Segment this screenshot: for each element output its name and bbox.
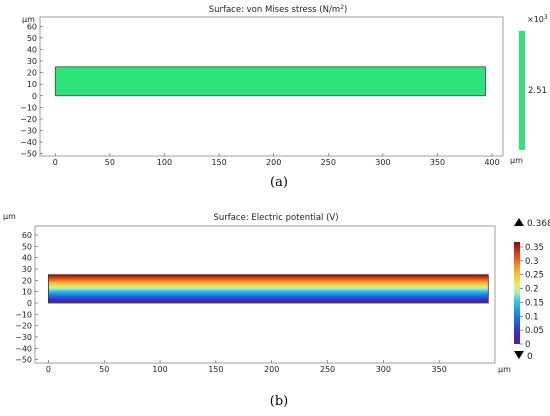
colorbar-tick-label: 0.25 <box>525 271 544 281</box>
colorbar-tick-label: 0.1 <box>525 312 539 322</box>
y-tick-label: 40 <box>27 45 37 54</box>
panel-b-colorbar-ticks: 0.35 0.3 0.25 0.2 0.15 0.1 0.05 0 <box>520 243 544 350</box>
panel-a: Surface: von Mises stress (N/m2) µm µm −… <box>20 4 548 190</box>
panel-a-x-unit: µm <box>510 156 523 165</box>
y-tick-label: 50 <box>22 242 32 251</box>
panel-b-max-arrow-icon <box>514 218 524 226</box>
x-tick-label: 300 <box>375 158 390 167</box>
x-tick-label: 250 <box>320 365 335 374</box>
panel-a-plot-frame <box>39 16 504 157</box>
y-tick-label: 20 <box>22 276 32 285</box>
colorbar-tick-label: 0.2 <box>525 285 539 295</box>
panel-b-x-unit: µm <box>498 365 511 374</box>
y-tick-label: −40 <box>20 138 37 147</box>
panel-a-stress-domain <box>54 66 486 97</box>
panel-b-potential-domain <box>47 274 489 304</box>
y-tick-label: −10 <box>20 103 37 112</box>
panel-b: Surface: Electric potential (V) µm µm −5… <box>3 212 550 409</box>
x-tick-label: 50 <box>105 158 115 167</box>
panel-b-y-unit: µm <box>3 212 16 221</box>
y-tick-label: 10 <box>27 80 37 89</box>
x-tick-label: 100 <box>152 365 167 374</box>
y-tick-label: 40 <box>22 254 32 263</box>
panel-b-x-ticks: 0 50 100 150 200 250 300 350 <box>46 360 447 374</box>
x-tick-label: 350 <box>430 158 445 167</box>
y-tick-label: −10 <box>15 310 32 319</box>
x-tick-label: 250 <box>321 158 336 167</box>
y-tick-label: −20 <box>15 322 32 331</box>
x-tick-label: 100 <box>157 158 172 167</box>
y-tick-label: −50 <box>20 150 37 159</box>
y-tick-label: 60 <box>22 231 32 240</box>
colorbar-tick-label: 0.15 <box>525 298 544 308</box>
colorbar-tick-label: 0.35 <box>525 243 544 253</box>
panel-b-colorbar-min: 0 <box>527 352 533 362</box>
x-tick-label: 200 <box>266 158 281 167</box>
x-tick-label: 150 <box>208 365 223 374</box>
y-tick-label: 10 <box>22 288 32 297</box>
panel-b-plot-frame <box>34 225 496 364</box>
y-tick-label: 0 <box>27 299 32 308</box>
panel-b-title: Surface: Electric potential (V) <box>213 213 338 223</box>
x-tick-label: 0 <box>46 365 51 374</box>
panel-b-caption: (b) <box>270 394 288 409</box>
panel-a-y-unit: µm <box>22 15 35 24</box>
y-tick-label: −20 <box>20 115 37 124</box>
y-tick-label: 20 <box>27 69 37 78</box>
x-tick-label: 400 <box>484 158 499 167</box>
y-tick-label: 30 <box>27 57 37 66</box>
panel-a-y-ticks: −50 −40 −30 −20 −10 0 10 20 30 40 50 60 <box>20 22 43 159</box>
panel-a-caption: (a) <box>270 175 288 190</box>
panel-b-colorbar <box>514 242 520 344</box>
panel-b-colorbar-max: 0.368 <box>527 219 550 229</box>
x-tick-label: 150 <box>211 158 226 167</box>
x-tick-label: 0 <box>53 158 58 167</box>
panel-b-min-arrow-icon <box>514 351 524 359</box>
panel-a-colorbar <box>519 31 525 150</box>
y-tick-label: −50 <box>15 356 32 365</box>
x-tick-label: 300 <box>376 365 391 374</box>
panel-a-colorbar-value: 2.51 <box>528 86 547 96</box>
colorbar-tick-label: 0.3 <box>525 257 539 267</box>
y-tick-label: −40 <box>15 344 32 353</box>
y-tick-label: 50 <box>27 34 37 43</box>
y-tick-label: 30 <box>22 265 32 274</box>
colorbar-tick-label: 0 <box>525 340 530 350</box>
y-tick-label: −30 <box>20 127 37 136</box>
panel-a-title: Surface: von Mises stress (N/m2) <box>209 4 348 15</box>
panel-a-x-ticks: 0 50 100 150 200 250 300 350 400 <box>53 153 500 167</box>
y-tick-label: 0 <box>32 92 37 101</box>
x-tick-label: 50 <box>99 365 109 374</box>
panel-b-y-ticks: −50 −40 −30 −20 −10 0 10 20 30 40 50 60 <box>15 231 38 365</box>
panel-a-colorbar-multiplier: ×103 <box>527 14 548 24</box>
x-tick-label: 350 <box>432 365 447 374</box>
x-tick-label: 200 <box>264 365 279 374</box>
colorbar-tick-label: 0.05 <box>525 326 544 336</box>
y-tick-label: 60 <box>27 22 37 31</box>
y-tick-label: −30 <box>15 333 32 342</box>
